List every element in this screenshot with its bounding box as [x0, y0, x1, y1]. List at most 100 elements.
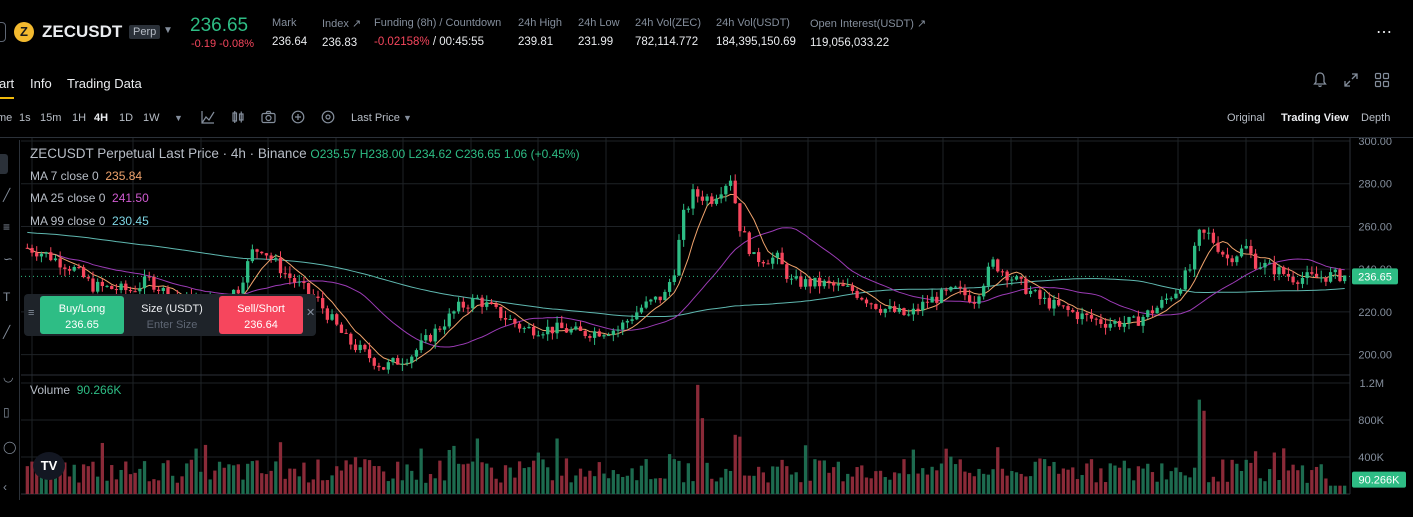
measure-tool-icon[interactable]: ╱ [3, 325, 11, 339]
volume-bar [1268, 469, 1272, 494]
volume-bar [1300, 465, 1305, 494]
volume-bar [311, 479, 315, 494]
candle-body [105, 285, 109, 287]
volume-bar [935, 470, 939, 494]
text-tool-icon[interactable]: T [3, 290, 11, 304]
volume-bar [841, 481, 845, 494]
expand-icon[interactable] [1343, 72, 1359, 92]
view-original[interactable]: Original [1227, 112, 1265, 124]
volume-bar [466, 463, 470, 494]
volume-bar [1305, 482, 1309, 494]
candle-body [1343, 275, 1347, 282]
camera-icon[interactable] [261, 110, 276, 127]
candle-body [339, 324, 344, 333]
buy-long-button[interactable]: Buy/Long 236.65 [40, 296, 124, 334]
fib-tool-icon[interactable]: ≡ [3, 220, 11, 234]
time-button[interactable]: me [0, 112, 13, 124]
volume-bar [166, 460, 170, 494]
volume-bar [1239, 470, 1244, 494]
volume-bar [625, 475, 630, 494]
candle-body [1296, 282, 1300, 284]
candle-body [653, 296, 658, 300]
volume-bar [719, 477, 723, 494]
interval-1w[interactable]: 1W [143, 112, 160, 124]
candle-body [236, 289, 240, 294]
candle-body [1244, 245, 1248, 249]
volume-bar [367, 460, 372, 494]
candle-type-icon[interactable] [231, 110, 245, 127]
tab-trading-data[interactable]: Trading Data [67, 76, 142, 91]
candle-body [747, 232, 751, 254]
legend-ma99: MA 99 close 0 230.45 [30, 214, 149, 228]
candle-body [691, 189, 695, 209]
symbol-header: Z ZECUSDT Perp ▼ 236.65 -0.19 -0.08% Mar… [0, 0, 1413, 64]
volume-bar [682, 482, 686, 494]
bell-icon[interactable] [1313, 72, 1327, 92]
stat-index[interactable]: Index ↗ 236.83 [322, 17, 361, 49]
candle-body [391, 358, 395, 363]
interval-dropdown-icon[interactable]: ▼ [174, 113, 183, 123]
funding-countdown: / 00:45:55 [429, 36, 484, 48]
tab-chart[interactable]: art [0, 76, 15, 91]
lock-tool-icon[interactable]: ▯ [3, 405, 10, 419]
symbol-name[interactable]: ZECUSDT [42, 22, 123, 41]
candle-body [508, 318, 512, 320]
candle-body [996, 259, 1000, 272]
interval-1s[interactable]: 1s [19, 112, 31, 124]
drag-handle-icon[interactable]: ≡ [28, 307, 35, 319]
volume-bar [555, 438, 559, 494]
stat-open-interest[interactable]: Open Interest(USDT) ↗ 119,056,033.22 [810, 17, 926, 49]
close-icon[interactable]: ✕ [306, 307, 316, 319]
volume-bar [775, 466, 780, 494]
price-chart[interactable]: 300.00280.00260.00240.00220.00200.00236.… [0, 138, 1413, 500]
interval-1h[interactable]: 1H [72, 112, 87, 124]
volume-tick-label: 1.2M [1360, 378, 1384, 390]
volume-bar [710, 478, 714, 494]
candle-body [161, 288, 165, 291]
volume-bar [597, 462, 601, 494]
stat-label: 24h Vol(USDT) [716, 17, 790, 29]
view-trading-view[interactable]: Trading View [1281, 112, 1349, 124]
candle-body [808, 279, 812, 287]
interval-15m[interactable]: 15m [40, 112, 62, 124]
interval-1d[interactable]: 1D [119, 112, 134, 124]
candle-body [306, 283, 311, 295]
volume-bar [996, 447, 1000, 494]
volume-bar [808, 480, 812, 494]
volume-bar [1141, 468, 1145, 494]
brush-tool-icon[interactable]: ∽ [3, 252, 14, 266]
price-source-select[interactable]: Last Price ▼ [351, 112, 412, 124]
indicator-icon[interactable] [201, 110, 215, 127]
add-indicator-icon[interactable] [291, 110, 305, 127]
grid-layout-icon[interactable] [1374, 72, 1390, 92]
tradingview-logo[interactable]: TV [33, 452, 65, 480]
funding-rate: -0.02158% [374, 36, 430, 48]
volume-bar [292, 468, 297, 494]
drawing-tools-rail: ╱ ≡ ∽ T ╱ ◡ ▯ ◯ ‹ [0, 140, 20, 500]
collapse-arrow-icon[interactable]: ‹ [3, 480, 7, 494]
candle-body [958, 286, 962, 289]
tab-info[interactable]: Info [30, 76, 52, 91]
stat-value: -0.02158% / 00:45:55 [374, 36, 501, 48]
volume-bar [330, 475, 334, 494]
view-depth[interactable]: Depth [1361, 112, 1391, 124]
trend-line-tool-icon[interactable]: ╱ [3, 188, 11, 202]
candle-body [963, 288, 967, 296]
eye-tool-icon[interactable]: ◯ [3, 440, 17, 454]
interval-4h[interactable]: 4H [94, 112, 109, 124]
candle-body [1272, 262, 1276, 275]
more-options-icon[interactable]: ⋯ [1376, 24, 1393, 41]
volume-bar [653, 478, 658, 494]
chevron-down-icon[interactable]: ▼ [163, 25, 173, 36]
candle-body [119, 283, 123, 291]
crosshair-tool-icon[interactable] [0, 154, 8, 174]
volume-bar [396, 461, 400, 494]
sell-short-button[interactable]: Sell/Short 236.64 [219, 296, 303, 334]
volume-bar [583, 476, 587, 494]
settings-icon[interactable] [321, 110, 335, 127]
size-input[interactable]: Size (USDT) Enter Size [128, 296, 216, 334]
candle-body [611, 330, 615, 336]
magnet-tool-icon[interactable]: ◡ [3, 370, 14, 384]
collapse-panel-button[interactable] [0, 22, 6, 42]
candle-body [832, 282, 836, 286]
